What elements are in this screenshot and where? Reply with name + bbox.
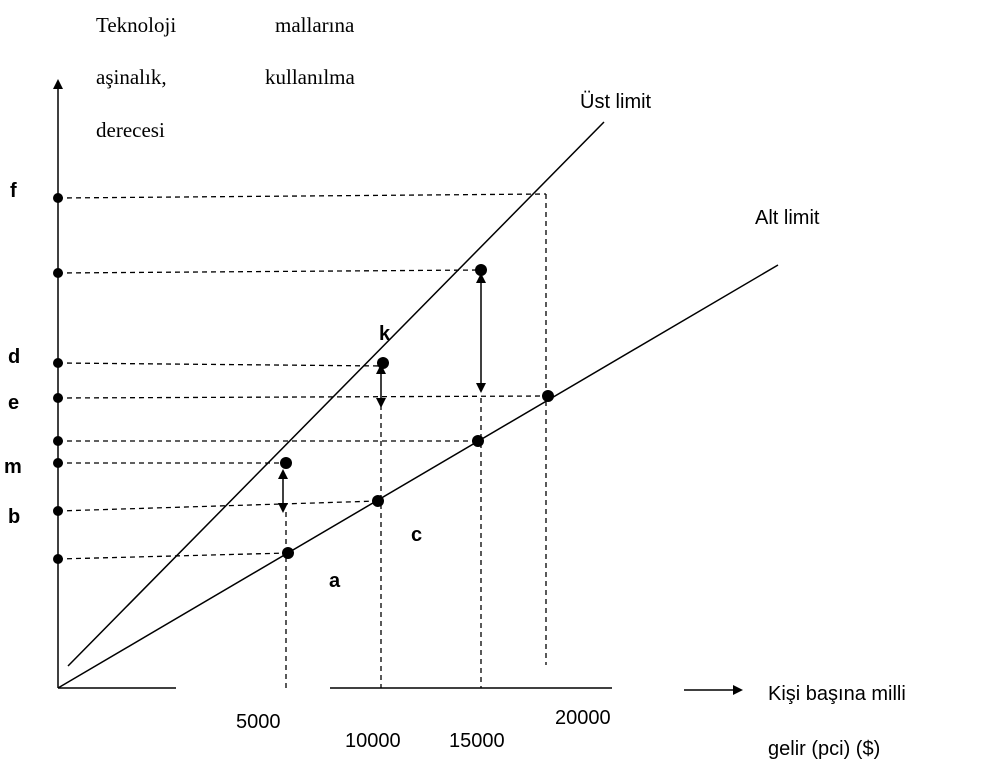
y-axis-title-line3: derecesi [96,118,165,142]
x-tick-5000: 5000 [236,711,281,733]
x-tick-15000: 15000 [449,730,505,752]
y-axis-dot-lower-5000 [53,554,63,564]
point-label-a: a [329,570,341,592]
x-axis-title-line2: gelir (pci) ($) [768,738,880,760]
x-tick-10000: 10000 [345,730,401,752]
upper-limit-line [67,121,605,667]
lower-limit-label: Alt limit [755,207,820,229]
y-label-e: e [8,392,19,414]
y-axis-dot-upper-15000 [53,268,63,278]
lower-limit-line [57,264,779,689]
y-axis-dot-m [53,458,63,468]
y-axis-title-line2-left: aşinalık, [96,65,167,89]
x-axis-title-line1: Kişi başına milli [768,683,906,705]
guide-line-lower-5000 [57,552,289,560]
upper-limit-label: Üst limit [580,91,652,113]
point-a [282,547,294,559]
point-m-upper [280,457,292,469]
point-k [377,357,389,369]
point-label-k: k [379,323,391,345]
guide-line-e [57,395,549,399]
point-upper-15000 [475,264,487,276]
guide-line-d [57,362,384,367]
guide-line-b [57,500,379,512]
y-axis-title-line2-right: kullanılma [265,65,355,89]
y-axis-title-line1-left: Teknoloji [96,13,176,37]
point-c [372,495,384,507]
x-tick-20000: 20000 [555,707,611,729]
point-label-c: c [411,524,422,546]
y-axis-dot-d [53,358,63,368]
y-label-m: m [4,456,22,478]
guide-line-f [57,193,547,199]
y-label-b: b [8,506,20,528]
y-axis-title-line1-right: mallarına [275,13,355,37]
y-axis-dot-lower-15000 [53,436,63,446]
y-label-d: d [8,346,20,368]
point-lower-20000 [542,390,554,402]
y-axis-dot-b [53,506,63,516]
y-label-f: f [10,180,17,202]
y-axis-dot-f [53,193,63,203]
guide-line-upper-15000 [57,269,482,274]
point-lower-15000 [472,435,484,447]
y-axis-dot-e [53,393,63,403]
